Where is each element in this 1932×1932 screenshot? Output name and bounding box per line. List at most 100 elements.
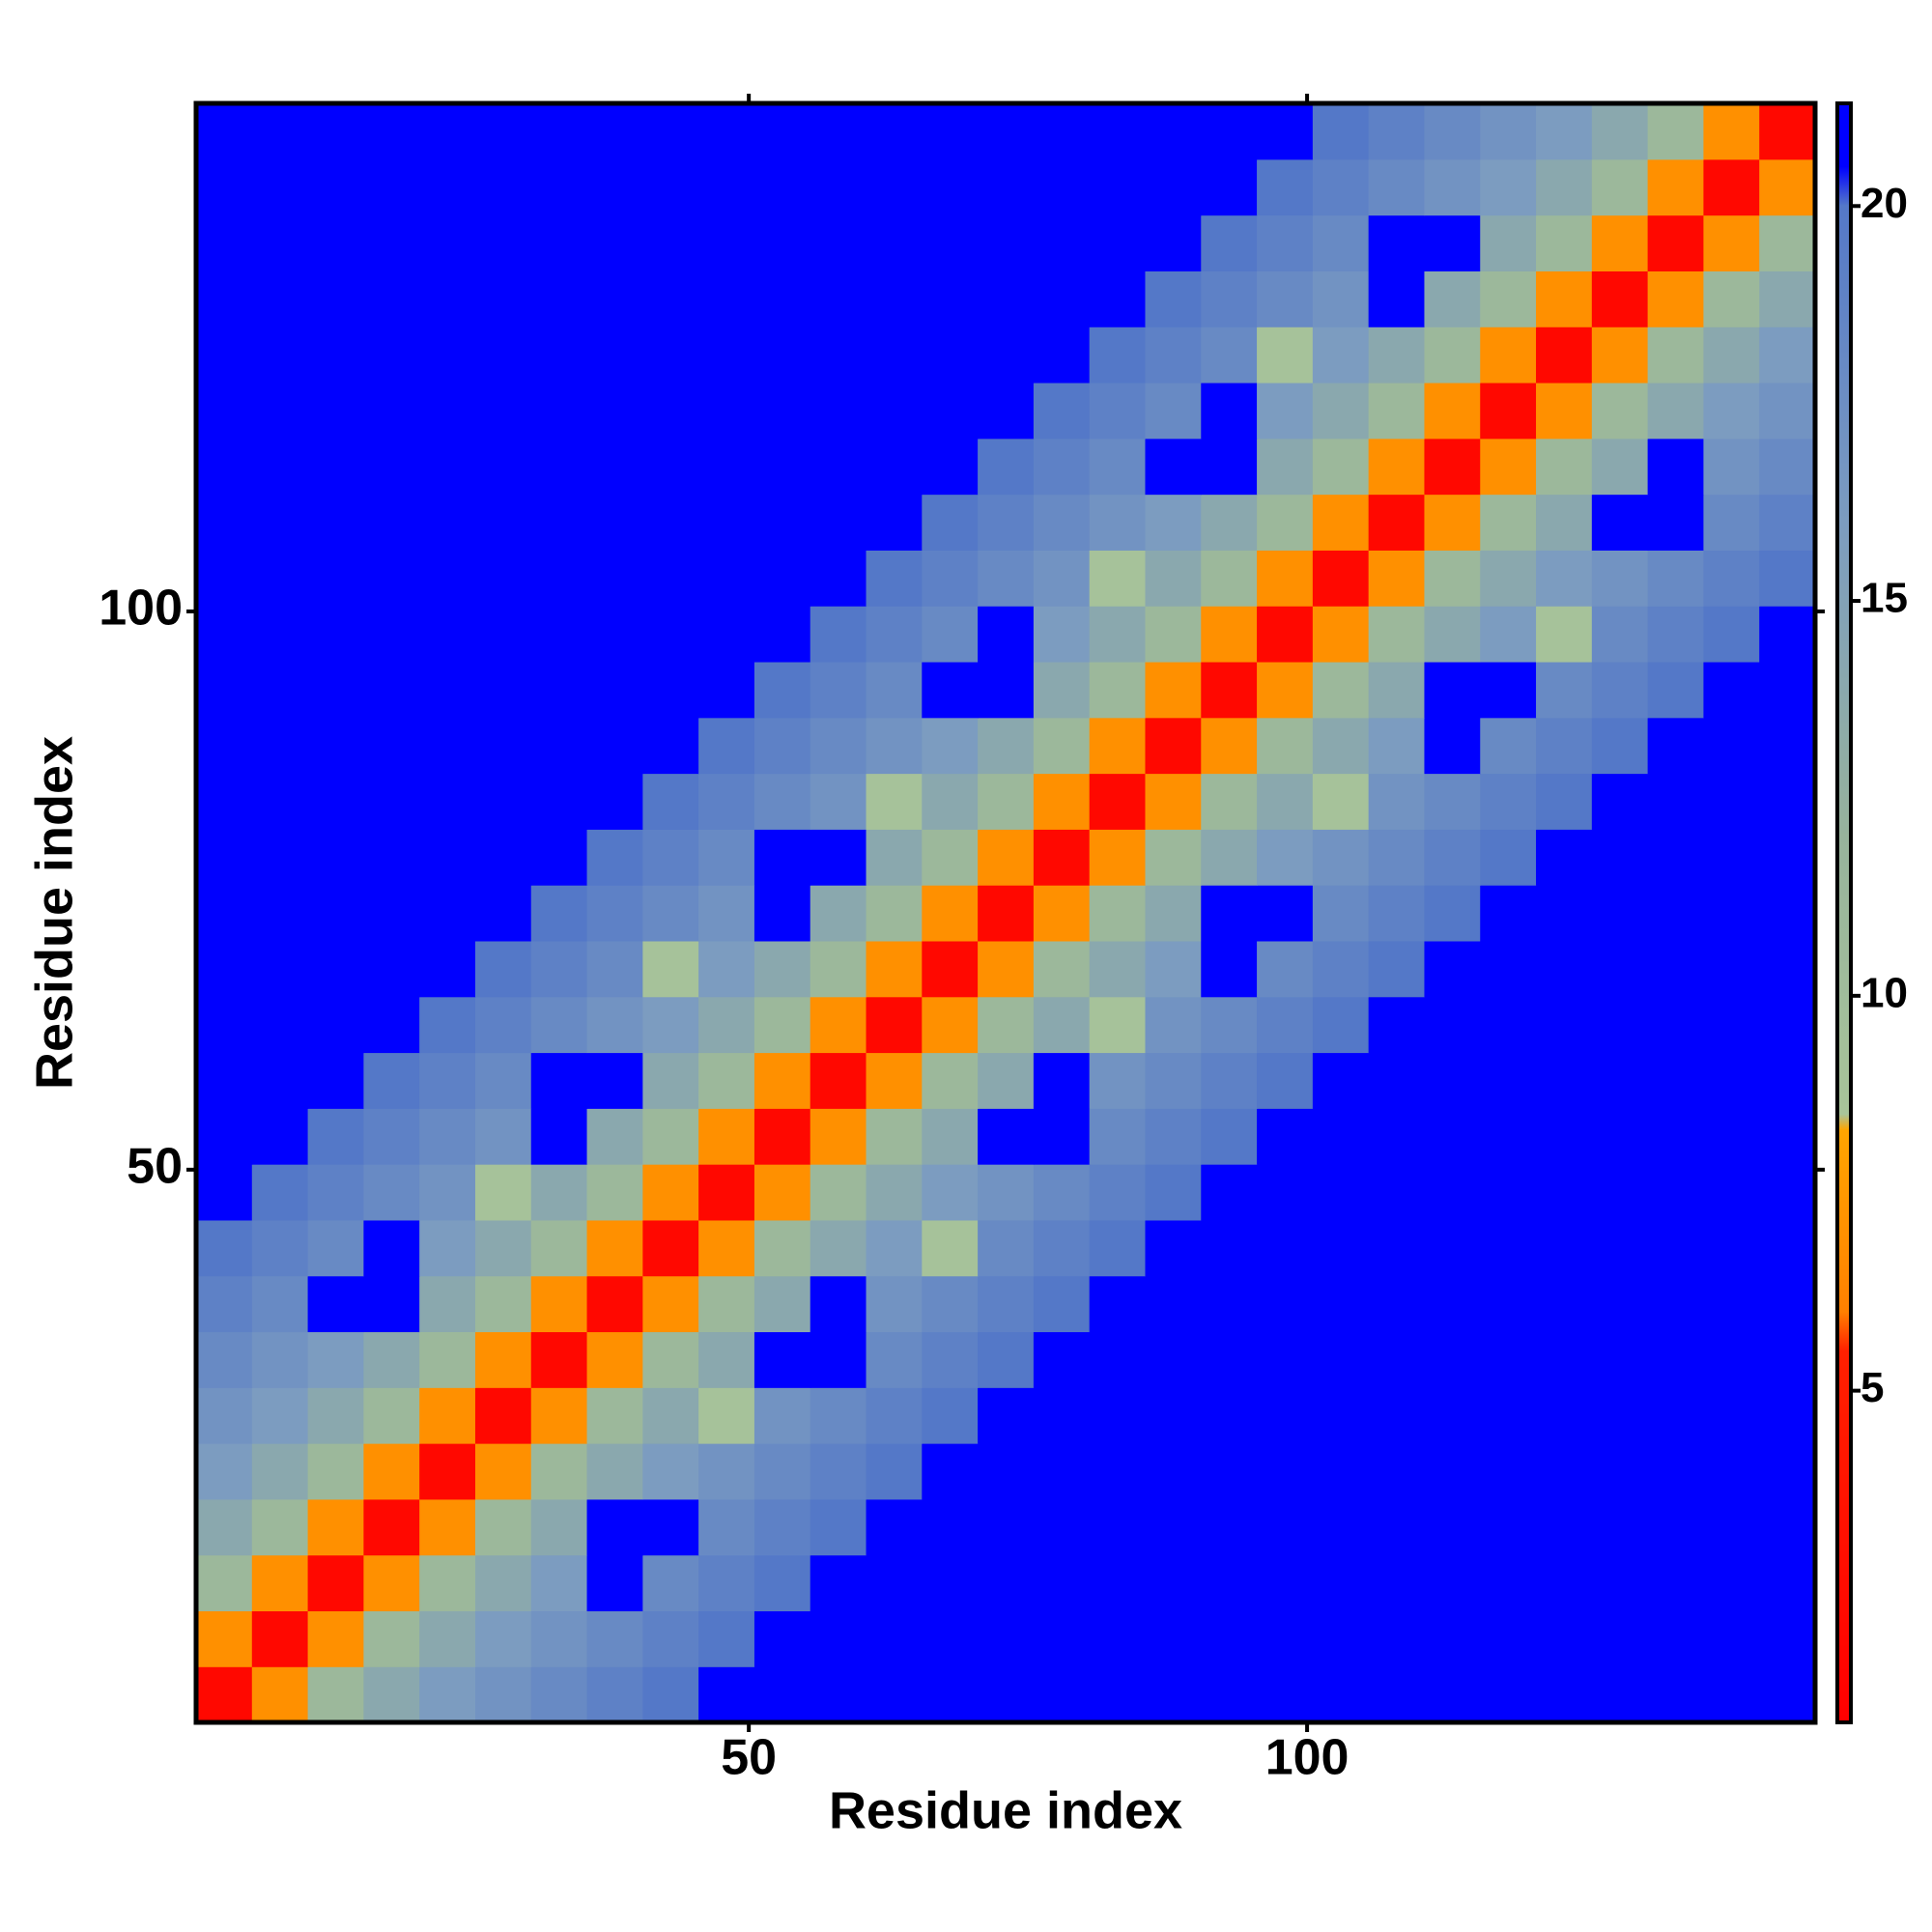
cell — [753, 382, 811, 440]
cell — [698, 1666, 755, 1723]
cell — [1368, 1164, 1426, 1221]
cell — [753, 1666, 811, 1723]
cell — [530, 103, 588, 160]
cell — [866, 1219, 923, 1277]
cell — [698, 382, 755, 440]
cell — [196, 1219, 253, 1277]
cell — [1480, 885, 1537, 942]
cell — [922, 1387, 979, 1444]
cell — [1759, 885, 1816, 942]
cell — [530, 773, 588, 830]
cell — [1089, 773, 1147, 830]
cell — [1089, 1498, 1147, 1556]
cell — [698, 158, 755, 216]
colorbar — [1835, 101, 1853, 1724]
cell — [196, 1443, 253, 1500]
cell — [1257, 1164, 1314, 1221]
cell — [753, 1498, 811, 1556]
cell — [1201, 1164, 1258, 1221]
cell — [251, 1275, 309, 1333]
cell — [698, 1554, 755, 1612]
cell — [1368, 1443, 1426, 1500]
cell — [307, 885, 364, 942]
cell — [1368, 494, 1426, 551]
cell — [1312, 1219, 1370, 1277]
cell — [419, 103, 476, 160]
cell — [530, 438, 588, 496]
cell — [1257, 1443, 1314, 1500]
cell — [978, 1052, 1035, 1109]
y-tick-label: 50 — [127, 1139, 183, 1195]
cell — [474, 1219, 532, 1277]
cell — [753, 885, 811, 942]
y-tick-label: 100 — [99, 581, 183, 637]
cell — [866, 1387, 923, 1444]
cell — [1591, 382, 1649, 440]
cell — [1759, 214, 1816, 271]
cell — [1424, 1219, 1481, 1277]
cell — [251, 494, 309, 551]
cell — [1536, 996, 1593, 1054]
cell — [1089, 1666, 1147, 1723]
cell — [1257, 270, 1314, 327]
cell — [363, 214, 420, 271]
cell — [978, 494, 1035, 551]
cell — [419, 1331, 476, 1388]
cell — [1424, 382, 1481, 440]
cell — [1424, 327, 1481, 384]
cell — [419, 1554, 476, 1612]
cell — [586, 1108, 643, 1165]
cell — [866, 327, 923, 384]
cell — [1647, 1164, 1705, 1221]
cell — [251, 1554, 309, 1612]
cell — [586, 1219, 643, 1277]
cell — [922, 382, 979, 440]
colorbar-tick-label: 15 — [1861, 575, 1908, 622]
cell — [419, 1610, 476, 1667]
cell — [419, 438, 476, 496]
cell — [866, 214, 923, 271]
cell — [251, 438, 309, 496]
cell — [1703, 717, 1760, 775]
cell — [922, 1498, 979, 1556]
cell — [363, 438, 420, 496]
cell — [363, 1554, 420, 1612]
cell — [1759, 158, 1816, 216]
cell — [922, 270, 979, 327]
cell — [1312, 885, 1370, 942]
cell — [978, 773, 1035, 830]
cell — [251, 158, 309, 216]
cell — [922, 1108, 979, 1165]
cell — [642, 1275, 699, 1333]
cell — [810, 1108, 867, 1165]
cell — [307, 661, 364, 719]
cell — [1145, 1052, 1202, 1109]
cell — [419, 158, 476, 216]
cell — [1033, 494, 1091, 551]
cell — [1759, 1052, 1816, 1109]
cell — [1424, 1052, 1481, 1109]
cell — [307, 438, 364, 496]
cell — [251, 1219, 309, 1277]
cell — [1536, 270, 1593, 327]
cell — [810, 661, 867, 719]
cell — [1759, 1275, 1816, 1333]
cell — [1145, 1275, 1202, 1333]
cell — [642, 829, 699, 886]
cell — [419, 1219, 476, 1277]
cell — [530, 1498, 588, 1556]
cell — [1089, 606, 1147, 663]
colorbar-tick-label: 5 — [1861, 1364, 1884, 1411]
cell — [1536, 773, 1593, 830]
cell — [1201, 661, 1258, 719]
cell — [1591, 270, 1649, 327]
cell — [1480, 1164, 1537, 1221]
cell — [251, 940, 309, 998]
cell — [1480, 1275, 1537, 1333]
cell — [1257, 327, 1314, 384]
cell — [1089, 1275, 1147, 1333]
cell — [1647, 1666, 1705, 1723]
cell — [1312, 1498, 1370, 1556]
cell — [251, 1387, 309, 1444]
cell — [307, 1108, 364, 1165]
